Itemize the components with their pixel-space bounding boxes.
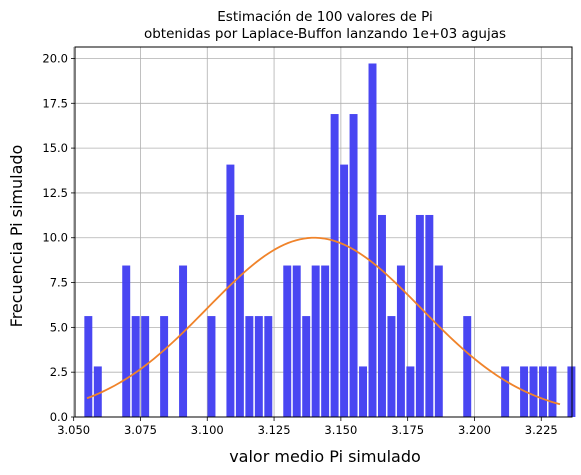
histogram-bar [330,114,339,418]
x-tick-label: 3.125 [258,423,291,437]
histogram-bar [387,316,396,417]
histogram-bar [131,316,140,417]
histogram-bar [207,316,216,417]
x-tick-label: 3.175 [391,423,424,437]
histogram-bar [292,265,301,417]
x-tick-label: 3.200 [458,423,491,437]
histogram-bar [254,316,263,417]
histogram-bar [179,265,188,417]
histogram-bar [463,316,472,417]
histogram-bar [302,316,311,417]
chart-title-line-2: obtenidas por Laplace-Buffon lanzando 1e… [144,26,506,42]
y-tick-label: 0.0 [50,410,68,424]
x-tick-label: 3.100 [191,423,224,437]
histogram-bar [368,63,377,417]
histogram-bar [235,214,244,417]
histogram-bar [264,316,273,417]
x-tick-label: 3.075 [124,423,157,437]
histogram-bar [567,366,576,417]
histogram-bar [321,265,330,417]
x-tick-label: 3.225 [525,423,558,437]
histogram-bar [539,366,547,417]
y-tick-label: 15.0 [42,141,68,155]
plot-frame [74,46,573,418]
histogram-bar [283,265,292,417]
x-axis-ticks: 3.050 3.075 3.100 3.125 3.150 3.175 3.200 3.225 [57,417,558,437]
x-axis-label: valor medio Pi simulado [229,447,421,466]
gaussian-fit-curve [86,236,561,406]
histogram-bar [359,366,368,417]
y-tick-label: 10.0 [42,231,68,245]
histogram-bar [377,214,386,417]
histogram-bar [226,164,235,417]
y-tick-label: 5.0 [50,320,68,334]
chart-title-line-1: Estimación de 100 valores de Pi [217,9,432,25]
histogram-bar [84,316,93,417]
histogram-bar [245,316,254,417]
histogram-bar [160,316,169,417]
y-tick-label: 2.5 [50,365,68,379]
chart-title: Estimación de 100 valores de Pi obtenida… [144,9,506,42]
histogram-bar [415,214,424,417]
histogram-bar [122,265,131,417]
histogram-bar [340,164,349,417]
y-tick-label: 7.5 [50,276,68,290]
y-tick-label: 17.5 [42,96,68,110]
histogram-bar [396,265,405,417]
x-tick-label: 3.150 [324,423,357,437]
histogram-bar [434,265,443,417]
y-tick-label: 20.0 [42,51,68,65]
y-tick-label: 12.5 [42,186,68,200]
histogram-bar [501,366,510,417]
x-tick-label: 3.050 [57,423,90,437]
y-axis-ticks: 0.0 2.5 5.0 7.5 10.0 12.5 15.0 17.5 20.0 [42,51,75,424]
histogram-bar [93,366,102,417]
histogram-bar [529,366,538,417]
histogram-bar [406,366,415,417]
histogram-bar [311,265,320,417]
histogram-bar [548,366,557,417]
histogram-bar [349,114,358,418]
y-axis-label: Frecuencia Pi simulado [7,145,26,328]
